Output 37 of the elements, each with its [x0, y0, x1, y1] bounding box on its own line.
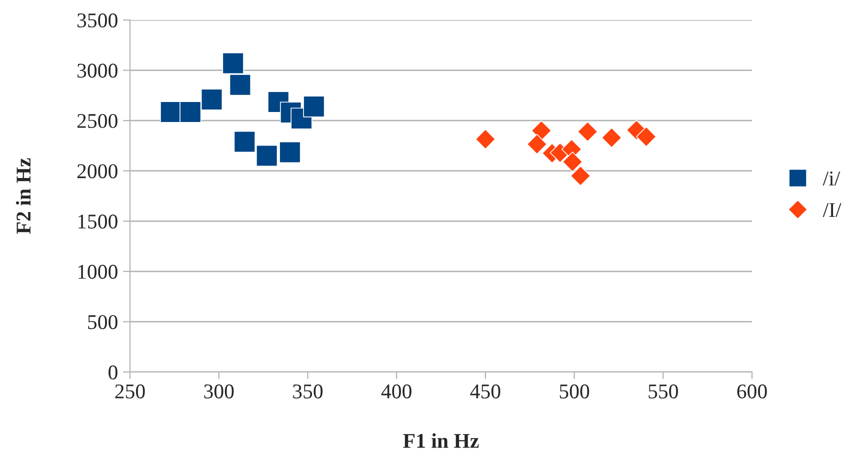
y-tick-label: 1000: [78, 264, 118, 279]
x-tick-label: 400: [381, 384, 412, 398]
point: [229, 74, 252, 96]
point: [303, 96, 325, 118]
x-tick-label: 350: [293, 384, 323, 398]
legend-label: /I/: [822, 203, 842, 218]
y-tick-label: 1500: [78, 214, 118, 229]
y-tick-label: 2500: [77, 114, 118, 128]
y-tick-label: 2000: [77, 164, 118, 178]
point: [256, 144, 278, 167]
point: [562, 152, 583, 172]
y-tick-label: 3500: [78, 13, 118, 28]
point: [160, 101, 182, 123]
point: [180, 101, 202, 123]
point: [475, 128, 496, 150]
y-axis-title: F2 in Hz: [16, 158, 30, 234]
y-tick-label: 0: [108, 365, 118, 380]
x-tick-label: 450: [470, 384, 500, 398]
point: [234, 130, 256, 153]
y-tick-label: 3000: [78, 64, 118, 78]
point: [279, 141, 301, 164]
x-axis-title: F1 in Hz: [403, 433, 479, 448]
x-tick-label: 600: [737, 384, 767, 398]
point: [222, 52, 244, 74]
legend-label: /i/: [822, 172, 840, 186]
y-tick-label: 500: [88, 315, 118, 330]
point: [526, 134, 548, 154]
point: [636, 126, 656, 147]
point: [577, 121, 598, 142]
point: [570, 166, 591, 186]
point: [531, 120, 552, 141]
x-tick-label: 250: [115, 384, 145, 398]
x-tick-label: 300: [204, 384, 234, 398]
x-tick-label: 500: [560, 384, 590, 398]
point: [601, 127, 622, 148]
point: [200, 88, 223, 110]
x-tick-label: 550: [648, 384, 678, 398]
